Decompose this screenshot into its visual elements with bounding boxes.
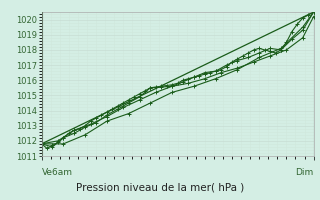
Text: Pression niveau de la mer( hPa ): Pression niveau de la mer( hPa ) — [76, 182, 244, 192]
Text: Dim: Dim — [295, 168, 314, 177]
Text: Ve6am: Ve6am — [42, 168, 73, 177]
